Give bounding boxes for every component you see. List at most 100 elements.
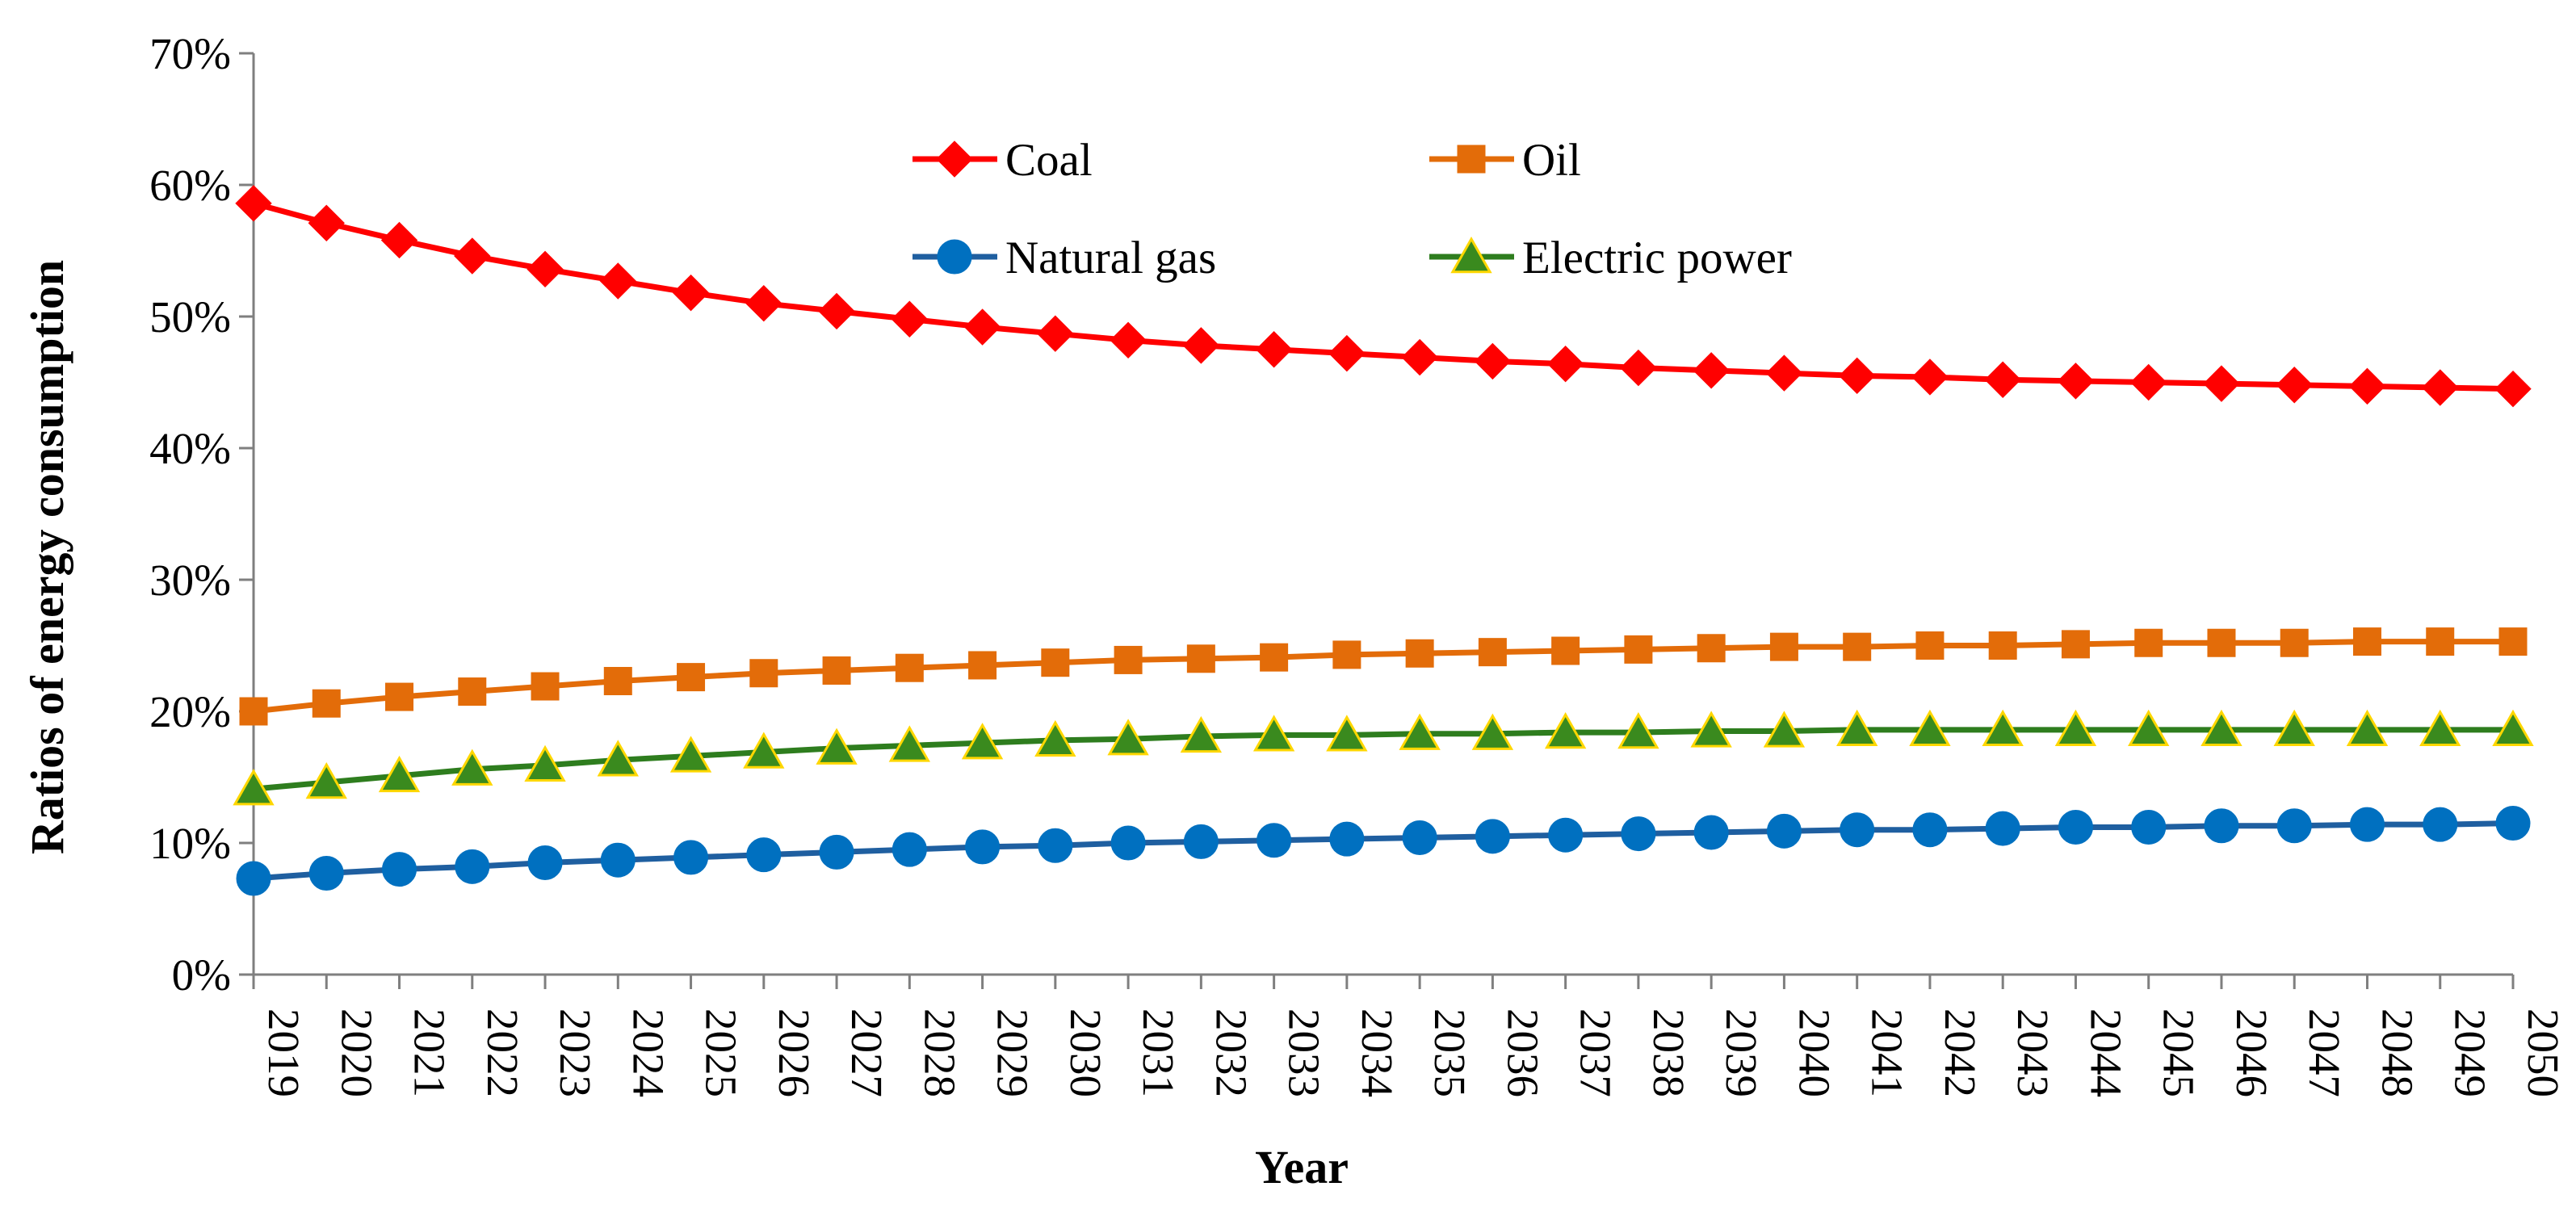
series-oil [239,627,2528,726]
x-tick-label: 2027 [842,1008,892,1097]
data-point [308,204,345,241]
data-point [600,842,636,878]
legend-item: Coal [913,135,1093,186]
data-point [1255,331,1293,368]
data-point [380,221,418,259]
x-tick-label: 2038 [1644,1008,1693,1097]
data-point [2131,809,2167,845]
data-point [1328,334,1366,372]
data-point [2061,630,2090,659]
data-point [1982,709,2024,747]
data-point [378,755,421,793]
data-point [1697,634,1726,663]
series-electric-power [233,709,2534,806]
y-tick-label: 60% [149,161,231,210]
data-point [2204,808,2239,844]
data-point [2207,628,2236,657]
data-point [1037,315,1074,352]
x-tick-label: 2029 [988,1008,1038,1097]
data-point [1915,631,1945,660]
series-line [253,727,2513,792]
series-coal [235,185,2532,408]
data-point [1985,811,2020,846]
data-point [2280,628,2309,657]
data-point [239,697,268,726]
data-point [1769,632,1798,661]
data-point [1693,815,1729,850]
x-tick-label: 2020 [332,1008,381,1097]
data-point [1405,639,1434,668]
data-point [749,659,778,688]
data-point [1551,636,1580,665]
data-point [1909,709,1951,747]
x-tick-label: 2039 [1717,1008,1766,1097]
data-point [2492,709,2534,747]
data-point [1766,813,1802,849]
data-point [892,832,927,867]
x-tick-label: 2021 [405,1008,455,1097]
data-point [673,840,709,875]
data-point [2130,363,2167,401]
x-tick-label: 2024 [623,1008,673,1097]
data-point [2348,367,2386,405]
data-point [963,308,1001,346]
x-tick-label: 2036 [1498,1008,1547,1097]
data-point [1186,644,1215,673]
legend-item: Natural gas [913,233,1216,283]
x-tick-label: 2019 [259,1008,308,1097]
series-layer [233,185,2534,896]
data-point [745,284,782,322]
data-point [1110,825,1146,861]
series-line [253,200,2514,392]
legend-label: Natural gas [1005,233,1216,283]
data-point [2057,363,2095,400]
data-point [451,748,493,786]
data-point [1257,823,1292,858]
x-tick-label: 2033 [1280,1008,1329,1097]
y-tick-label: 30% [149,556,231,605]
data-point [2134,628,2163,657]
x-tick-label: 2037 [1571,1008,1621,1097]
data-point [1475,819,1510,854]
x-tick-label: 2044 [2081,1008,2130,1097]
data-point [895,653,924,682]
data-point [527,250,564,288]
series-line [253,639,2513,715]
data-point [2498,627,2528,656]
data-point [1182,327,1220,364]
data-point [1988,631,2017,660]
y-tick-label: 0% [172,950,231,1000]
data-point [1546,345,1584,383]
x-tick-label: 2025 [697,1008,746,1097]
data-point [1693,352,1730,389]
y-tick-label: 70% [149,29,231,78]
data-point [816,728,858,765]
data-point [385,682,414,711]
data-point [455,849,490,884]
data-point [1326,715,1368,752]
legend-label: Oil [1522,135,1581,186]
legend-item: Oil [1429,135,1581,186]
data-point [1252,715,1295,752]
data-point [1034,719,1076,757]
data-point [1544,712,1587,749]
data-point [677,663,706,692]
data-point [2058,809,2093,845]
data-point [2423,807,2458,842]
data-point [2276,367,2313,404]
data-point [822,656,851,685]
data-point [818,292,855,330]
data-point [672,274,710,312]
data-point [1038,828,1073,863]
axes: 0% 10% 20% 30% 40% 50% 60% 70% 2019 2020 2021 2022 2… [149,29,2568,1097]
data-point [524,744,566,782]
data-point [235,185,272,222]
data-point [599,262,636,300]
data-point [1620,349,1657,387]
data-point [2494,370,2532,408]
y-tick-label: 10% [149,819,231,868]
data-point [2201,709,2242,747]
x-tick-label: 2050 [2519,1008,2568,1097]
x-tick-label: 2046 [2227,1008,2276,1097]
x-tick-label: 2031 [1134,1008,1183,1097]
